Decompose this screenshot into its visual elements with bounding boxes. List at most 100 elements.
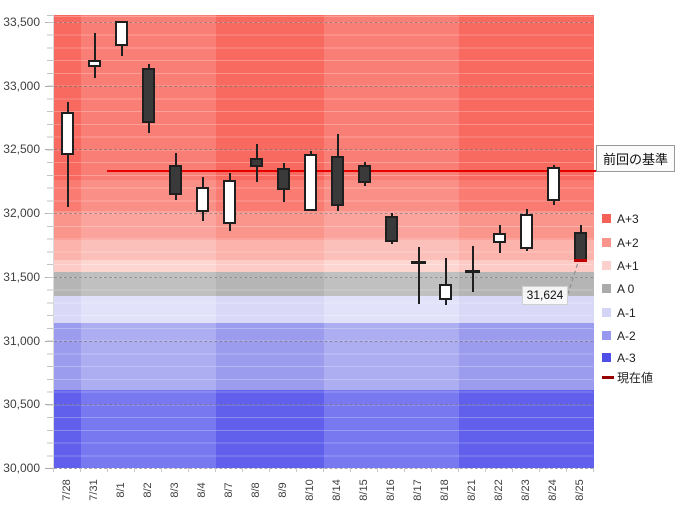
major-gridline — [54, 340, 593, 342]
x-tick-label: 8/9 — [276, 482, 289, 498]
candle-doji-bar — [465, 270, 480, 274]
candle-body — [142, 67, 155, 123]
legend-color-swatch — [602, 353, 611, 362]
y-tick-mark — [45, 468, 53, 469]
x-tick-label: 8/15 — [357, 479, 370, 501]
zone-band-m2 — [324, 322, 459, 391]
x-tick-label: 8/1 — [114, 482, 127, 498]
candle-wick — [417, 246, 420, 304]
x-tick-label: 8/7 — [222, 482, 235, 498]
major-gridline — [54, 149, 593, 151]
zone-band-z1b — [54, 260, 81, 272]
x-tick-label: 8/16 — [384, 479, 397, 501]
zone-band-b1 — [81, 180, 216, 211]
zone-band-z1b — [216, 260, 324, 272]
zone-band-z1a — [216, 239, 324, 261]
candle-wick — [93, 33, 96, 79]
candle-body — [331, 155, 344, 207]
candle-body — [196, 187, 209, 212]
candle-body — [385, 216, 398, 243]
zone-band-b1 — [324, 180, 459, 211]
x-tick-label: 8/14 — [330, 479, 343, 501]
y-tick-label: 32,500 — [3, 142, 40, 157]
major-gridline — [54, 213, 593, 215]
candle-body — [574, 232, 587, 262]
candle-body — [304, 153, 317, 212]
candle-body — [61, 112, 74, 156]
candle-body — [358, 164, 371, 183]
legend-label: A+3 — [617, 212, 639, 226]
major-gridline — [54, 85, 593, 87]
x-tick-label: 8/3 — [168, 482, 181, 498]
candle-body — [223, 180, 236, 224]
x-axis-ticks — [53, 468, 594, 472]
zone-band-b2 — [54, 210, 81, 240]
zone-band-z1b — [324, 260, 459, 272]
candle-wick — [471, 246, 474, 292]
legend-color-swatch — [602, 331, 611, 340]
y-tick-label: 32,000 — [3, 206, 40, 221]
candle-body — [277, 167, 290, 191]
zone-band-m3 — [459, 390, 594, 468]
zone-band-m1 — [324, 295, 459, 323]
zone-band-z0 — [324, 271, 459, 296]
zone-band-m2 — [81, 322, 216, 391]
zone-band-z0 — [216, 271, 324, 296]
x-tick-label: 8/21 — [465, 479, 478, 501]
zone-band-m3 — [216, 390, 324, 468]
candle-body — [547, 166, 560, 202]
minor-gridlines — [54, 15, 593, 467]
y-tick-label: 33,500 — [3, 15, 40, 29]
zone-band-m3 — [324, 390, 459, 468]
zone-band-m2 — [216, 322, 324, 391]
legend-label: 現在値 — [617, 371, 654, 385]
legend-color-swatch — [602, 261, 611, 270]
zone-band-z3 — [459, 15, 594, 181]
y-tick-label: 33,000 — [3, 78, 40, 93]
major-gridline — [54, 22, 593, 23]
candle-body — [520, 213, 533, 250]
x-tick-label: 8/8 — [249, 482, 262, 498]
baseline-line — [107, 169, 647, 172]
baseline-label: 前回の基準 — [596, 145, 676, 172]
y-tick-label: 30,000 — [3, 461, 40, 475]
zone-band-z1b — [459, 260, 594, 272]
x-tick-label: 8/23 — [519, 479, 532, 501]
zone-band-z1a — [81, 239, 216, 261]
x-tick-label: 8/10 — [303, 479, 316, 501]
y-axis-minor-ticks — [47, 15, 53, 468]
zone-band-m2 — [54, 322, 81, 391]
x-tick-label: 7/31 — [87, 479, 100, 501]
y-tick-label: 30,500 — [3, 397, 40, 412]
zone-band-b1 — [459, 180, 594, 211]
y-tick-label: 31,500 — [3, 269, 40, 284]
candle-body — [169, 164, 182, 196]
legend-color-swatch — [602, 284, 611, 293]
zone-band-z0 — [54, 271, 81, 296]
x-tick-label: 7/28 — [60, 479, 73, 501]
zone-band-z1a — [54, 239, 81, 261]
zone-band-z3 — [216, 15, 324, 181]
zone-band-m1 — [81, 295, 216, 323]
candle-body — [250, 158, 263, 167]
zone-band-b2 — [81, 210, 216, 240]
candle-wick — [444, 257, 447, 305]
zone-band-m2 — [459, 322, 594, 391]
y-tick-label: 31,000 — [3, 333, 40, 348]
zone-band-m1 — [216, 295, 324, 323]
legend-label: A-2 — [617, 329, 636, 343]
legend-label: A+1 — [617, 259, 639, 273]
legend-label: A-3 — [617, 351, 636, 365]
x-tick-label: 8/2 — [141, 482, 154, 498]
candle-body — [439, 283, 452, 300]
x-tick-label: 8/24 — [546, 479, 559, 501]
legend-color-swatch — [602, 308, 611, 317]
major-gridline — [54, 276, 593, 278]
legend-label: A-1 — [617, 306, 636, 320]
candle-doji-bar — [411, 261, 426, 265]
legend-label: A 0 — [617, 282, 635, 296]
zone-band-z1a — [324, 239, 459, 261]
x-tick-label: 8/17 — [411, 479, 424, 501]
plot-area — [53, 15, 647, 469]
